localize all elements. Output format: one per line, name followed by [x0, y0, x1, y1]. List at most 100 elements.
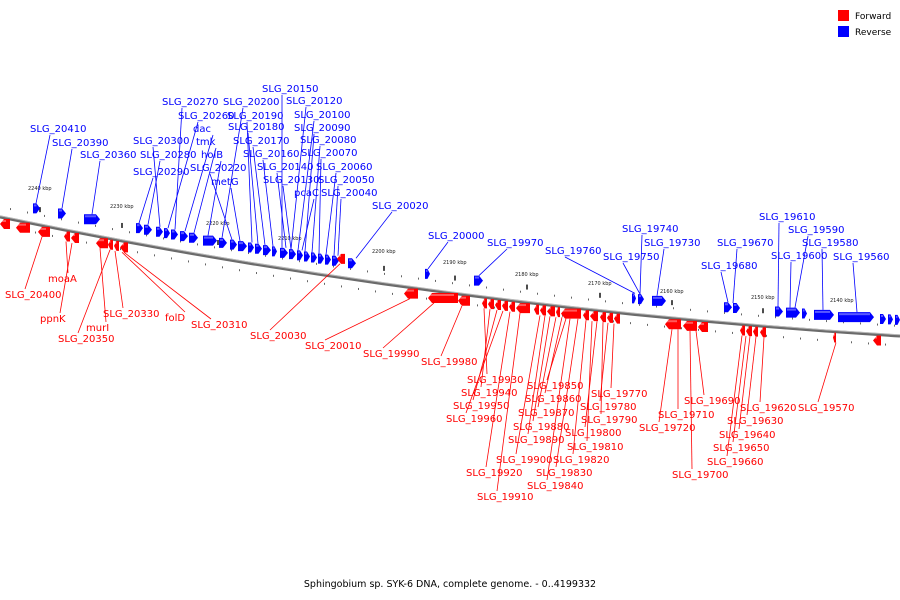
reverse-gene-label: SLG_20080 [300, 135, 356, 146]
minor-tick-upper [894, 324, 895, 327]
forward-gene-label: SLG_19860 [525, 394, 581, 405]
reverse-gene [652, 295, 666, 306]
gene-shine [319, 254, 321, 257]
gene-shine [97, 239, 104, 242]
minor-tick-lower [86, 241, 87, 244]
tick-label: 2160 kbp [660, 289, 684, 295]
reverse-gene-label: SLG_20390 [52, 138, 108, 149]
minor-tick-upper [248, 252, 249, 255]
reverse-gene-label: SLG_20170 [233, 136, 289, 147]
reverse-gene [474, 275, 483, 286]
minor-tick-upper [78, 221, 79, 224]
reverse-gene-label: SLG_20070 [301, 148, 357, 159]
reverse-leader-line [789, 261, 792, 308]
gene-shine [281, 248, 284, 251]
minor-tick-upper [129, 231, 130, 234]
reverse-gene-label: SLG_19730 [644, 238, 700, 249]
gene-shine [239, 242, 243, 245]
gene-shine [517, 304, 526, 307]
forward-leader-line [610, 323, 615, 389]
reverse-leader-line [821, 248, 824, 310]
tick-label: 2190 kbp [443, 260, 467, 266]
reverse-gene-label: SLG_19670 [717, 238, 773, 249]
minor-tick-upper [656, 305, 657, 308]
reverse-gene-label: SLG_20410 [30, 124, 86, 135]
minor-tick-lower [290, 277, 291, 280]
minor-tick-upper [95, 224, 96, 227]
minor-tick-lower [154, 254, 155, 257]
reverse-leader-line [564, 256, 636, 294]
minor-tick-lower [681, 327, 682, 330]
reverse-leader-line [247, 132, 259, 244]
forward-gene-label: murI [86, 323, 109, 334]
minor-tick-upper [571, 296, 572, 299]
forward-leader-line [24, 236, 43, 290]
reverse-leader-line [138, 177, 154, 224]
forward-leader-line [817, 342, 837, 403]
minor-tick-lower [426, 297, 427, 300]
forward-leader-line [746, 336, 757, 416]
gene-shine [115, 241, 117, 244]
reverse-gene [238, 241, 247, 252]
gene-shine [653, 296, 662, 299]
reverse-gene-label: SLG_20130 [263, 175, 319, 186]
forward-gene [600, 312, 606, 323]
reverse-gene-label: pcaC [294, 188, 319, 199]
forward-gene-label: SLG_19850 [527, 381, 583, 392]
reverse-leader-line [209, 173, 233, 240]
gene-shine [503, 301, 505, 304]
forward-gene-label: SLG_19700 [672, 470, 728, 481]
forward-leader-line [114, 250, 124, 309]
minor-tick-lower [613, 320, 614, 323]
minor-tick-lower [477, 304, 478, 307]
gene-shine [562, 309, 577, 312]
gene-shine [776, 307, 779, 310]
reverse-gene [164, 228, 170, 239]
gene-shine [803, 309, 805, 312]
gene-shine [349, 259, 352, 262]
forward-leader-line [123, 252, 212, 320]
reverse-gene-label: SLG_20060 [316, 162, 372, 173]
forward-leader-line [59, 242, 73, 314]
forward-gene [16, 222, 30, 233]
forward-gene-label: moaA [48, 274, 77, 285]
forward-gene [547, 306, 555, 317]
forward-gene-label: SLG_19720 [639, 423, 695, 434]
minor-tick-upper [231, 249, 232, 252]
minor-tick-upper [10, 208, 11, 211]
forward-gene [760, 327, 766, 338]
minor-tick-upper [554, 294, 555, 297]
forward-gene [556, 307, 560, 318]
forward-gene-label: SLG_19640 [719, 430, 775, 441]
minor-tick-upper [605, 300, 606, 303]
forward-gene-label: SLG_19910 [477, 492, 533, 503]
forward-gene-label: SLG_19840 [527, 481, 583, 492]
forward-leader-line [269, 263, 341, 331]
minor-tick-lower [324, 282, 325, 285]
forward-leader-line [440, 305, 463, 357]
forward-gene-label: SLG_19870 [518, 408, 574, 419]
minor-tick-upper [520, 290, 521, 293]
forward-leader-line [600, 322, 604, 415]
minor-tick-upper [299, 260, 300, 263]
minor-tick-upper [469, 284, 470, 287]
minor-tick-lower [698, 328, 699, 331]
gene-shine [496, 301, 498, 304]
gene-shine [273, 247, 275, 250]
minor-tick-lower [205, 263, 206, 266]
forward-gene [120, 242, 128, 253]
gene-shine [874, 336, 877, 339]
legend-forward-swatch [838, 10, 849, 21]
reverse-gene [230, 239, 237, 250]
minor-tick-upper [61, 218, 62, 221]
forward-leader-line [584, 321, 598, 428]
forward-gene [614, 313, 620, 324]
forward-leader-line [726, 335, 743, 457]
reverse-gene-label: SLG_19610 [759, 212, 815, 223]
forward-gene [38, 226, 50, 237]
forward-gene [607, 312, 613, 323]
reverse-gene [272, 246, 277, 257]
reverse-gene-label: SLG_20050 [318, 175, 374, 186]
minor-tick-upper [707, 310, 708, 313]
forward-gene-label: SLG_19940 [461, 388, 517, 399]
